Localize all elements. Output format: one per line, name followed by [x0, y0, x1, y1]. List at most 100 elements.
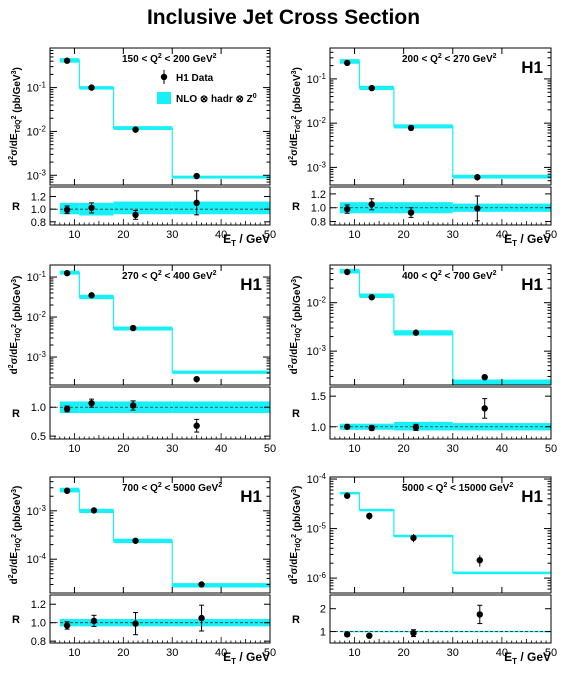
x-tick-label: 50: [545, 647, 557, 659]
legend-data-marker: [160, 73, 168, 81]
ratio-pad-frame: [329, 186, 552, 226]
y-tick-label: 10-2: [27, 310, 47, 324]
panel-3: 10-3 10-2 10-1 270 < Q2 < 400 GeV2 H1 d2σ/dET…: [8, 264, 276, 455]
data-point: [129, 324, 137, 332]
x-tick-label: 10: [348, 647, 360, 659]
panel-6: 10-6 10-5 10-4 5000 < Q2 < 15000 GeV2 H1 d2σ/…: [288, 472, 557, 666]
ratio-point: [132, 620, 139, 627]
nlo-histogram-line: [339, 60, 551, 178]
y-tick-label: 10-4: [307, 472, 327, 486]
ratio-point: [63, 622, 71, 629]
y-tick-label: 10-1: [307, 72, 327, 86]
panel-4: 10-3 10-2 400 < Q2 < 700 GeV2 H1 d2σ/dETdQ2 …: [288, 264, 557, 455]
ratio-pad-frame: [49, 186, 271, 226]
y-tick-label: 10-2: [307, 296, 327, 310]
x-tick-label: 20: [398, 229, 410, 241]
data-point: [63, 57, 71, 64]
data-point: [132, 537, 139, 544]
ratio-axis-title: R: [292, 614, 300, 626]
data-point: [412, 329, 420, 336]
ratio-point: [407, 209, 415, 216]
x-axis-title: ET / GeV: [223, 650, 270, 666]
panel-label: 270 < Q2 < 400 GeV2: [122, 270, 217, 282]
panel-label: 150 < Q2 < 200 GeV2: [122, 53, 217, 65]
ratio-axis-title: R: [12, 201, 20, 213]
x-tick-label: 10: [348, 229, 360, 241]
ratio-band-bin: [113, 201, 173, 215]
panel-label: 400 < Q2 < 700 GeV2: [402, 270, 497, 282]
y-tick-label: 10-3: [307, 344, 327, 358]
ratio-point: [63, 206, 71, 213]
ratio-y-tick-label: 2: [320, 604, 326, 616]
ratio-point: [193, 199, 200, 207]
ratio-y-tick-label: 0.5: [31, 431, 46, 443]
data-point: [88, 292, 95, 299]
ratio-axis-title: R: [292, 408, 300, 420]
ratio-point: [90, 617, 98, 625]
ratio-point: [63, 405, 71, 413]
ratio-point: [343, 205, 351, 213]
y-tick-label: 10-1: [27, 270, 47, 284]
experiment-label: H1: [240, 487, 262, 506]
y-tick-label: 10-6: [307, 571, 327, 585]
experiment-label: H1: [521, 487, 543, 506]
data-point: [474, 174, 481, 181]
x-tick-label: 40: [496, 647, 508, 659]
panel-2: 10-3 10-2 10-1 200 < Q2 < 270 GeV2 H1 d2σ/dET…: [288, 47, 557, 248]
x-tick-label: 50: [264, 443, 276, 455]
x-tick-label: 30: [447, 647, 459, 659]
ratio-point: [366, 632, 373, 639]
ratio-y-tick-label: 1.0: [311, 203, 326, 215]
x-tick-label: 40: [496, 229, 508, 241]
x-tick-label: 30: [166, 443, 178, 455]
ratio-band-bin: [172, 201, 270, 215]
ratio-axis-title: R: [12, 408, 20, 420]
ratio-y-tick-label: 1.0: [31, 204, 46, 216]
x-tick-label: 50: [545, 443, 557, 455]
figure-title: Inclusive Jet Cross Section: [146, 6, 421, 29]
ratio-axis-title: R: [12, 614, 20, 626]
ratio-band-bin: [393, 421, 453, 431]
x-tick-label: 30: [447, 443, 459, 455]
x-tick-label: 40: [215, 229, 227, 241]
data-point: [343, 59, 351, 67]
x-tick-label: 10: [348, 443, 360, 455]
x-tick-label: 40: [215, 647, 227, 659]
ratio-y-tick-label: 1.0: [31, 402, 46, 414]
x-axis-title: ET / GeV: [504, 650, 551, 666]
data-point: [193, 172, 200, 180]
data-point: [476, 556, 483, 564]
x-tick-label: 10: [68, 443, 80, 455]
data-point: [88, 84, 95, 91]
ratio-y-tick-label: 1.2: [31, 599, 46, 611]
x-tick-label: 10: [68, 229, 80, 241]
ratio-point: [343, 631, 351, 638]
x-tick-label: 40: [496, 443, 508, 455]
ratio-y-tick-label: 0.8: [31, 217, 46, 229]
data-point: [368, 84, 375, 92]
x-axis-title: ET / GeV: [223, 232, 270, 248]
ratio-y-tick-label: 1.5: [311, 391, 326, 403]
x-tick-label: 20: [117, 229, 129, 241]
x-tick-label: 40: [215, 443, 227, 455]
ratio-point: [198, 614, 205, 622]
data-point: [368, 293, 375, 301]
data-point: [481, 373, 488, 381]
data-point: [193, 375, 200, 383]
x-tick-label: 50: [545, 229, 557, 241]
y-axis-title: d2σ/dETdQ2 (pb/GeV3): [288, 67, 303, 166]
ratio-point: [410, 629, 417, 637]
data-point: [343, 492, 351, 499]
ratio-pad-frame: [49, 594, 271, 644]
legend-data-label: H1 Data: [176, 73, 214, 84]
nlo-histogram-line: [339, 270, 551, 383]
ratio-pad-frame: [329, 594, 552, 644]
x-tick-label: 10: [68, 647, 80, 659]
legend-nlo-label: NLO ⊗ hadr ⊗ Z0: [176, 93, 257, 105]
ratio-point: [88, 399, 95, 407]
ratio-point: [193, 422, 200, 429]
experiment-label: H1: [521, 275, 543, 294]
ratio-point: [88, 204, 95, 212]
data-point: [63, 269, 71, 277]
ratio-band-bin: [393, 630, 453, 633]
